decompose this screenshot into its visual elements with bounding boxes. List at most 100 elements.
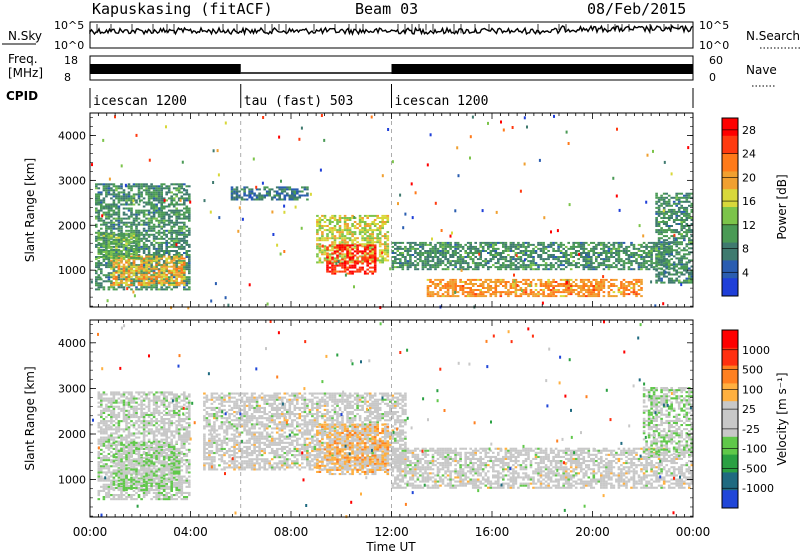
heatmap-cell bbox=[150, 187, 153, 190]
heatmap-cell bbox=[677, 223, 681, 225]
heatmap-cell bbox=[160, 243, 163, 246]
heatmap-cell bbox=[105, 191, 108, 194]
heatmap-cell bbox=[150, 203, 153, 206]
heatmap-cell bbox=[95, 235, 98, 238]
heatmap-cell bbox=[552, 281, 555, 283]
heatmap-cell bbox=[454, 285, 457, 287]
heatmap-cell bbox=[688, 212, 691, 215]
heatmap-cell bbox=[110, 276, 113, 279]
heatmap-cell bbox=[172, 267, 176, 270]
heatmap-cell bbox=[569, 262, 573, 265]
heatmap-cell bbox=[333, 229, 337, 232]
heatmap-cell bbox=[582, 260, 586, 263]
heatmap-cell bbox=[592, 268, 596, 271]
heatmap-cell bbox=[426, 163, 429, 167]
heatmap-cell bbox=[502, 128, 505, 132]
heatmap-cell bbox=[321, 251, 324, 254]
heatmap-cell bbox=[102, 459, 106, 462]
heatmap-cell bbox=[481, 264, 485, 267]
heatmap-cell bbox=[353, 259, 357, 262]
heatmap-cell bbox=[399, 193, 402, 197]
heatmap-cell bbox=[439, 287, 442, 289]
heatmap-cell bbox=[579, 289, 583, 291]
heatmap-cell bbox=[110, 403, 113, 406]
heatmap-cell bbox=[328, 221, 332, 223]
heatmap-cell bbox=[660, 202, 663, 205]
heatmap-cell bbox=[579, 295, 583, 298]
heatmap-cell bbox=[446, 291, 450, 294]
heatmap-cell bbox=[574, 266, 578, 269]
heatmap-cell bbox=[476, 258, 480, 261]
heatmap-cell bbox=[97, 393, 101, 396]
heatmap-cell bbox=[361, 229, 364, 232]
heatmap-cell bbox=[180, 269, 184, 272]
heatmap-cell bbox=[110, 428, 113, 431]
heatmap-cell bbox=[137, 197, 141, 200]
heatmap-cell bbox=[102, 189, 106, 192]
heatmap-cell bbox=[513, 279, 516, 283]
heatmap-cell bbox=[386, 243, 390, 246]
heatmap-cell bbox=[150, 221, 153, 224]
heatmap-cell bbox=[115, 217, 118, 220]
heatmap-cell bbox=[557, 250, 560, 252]
heatmap-cell bbox=[152, 215, 156, 218]
heatmap-cell bbox=[487, 291, 490, 294]
heatmap-cell bbox=[582, 278, 586, 281]
heatmap-cell bbox=[130, 275, 133, 278]
heatmap-cell bbox=[434, 250, 437, 252]
heatmap-cell bbox=[655, 260, 658, 263]
heatmap-cell bbox=[326, 225, 329, 227]
heatmap-cell bbox=[145, 191, 148, 194]
heatmap-cell bbox=[461, 268, 465, 271]
heatmap-cell bbox=[499, 293, 503, 296]
heatmap-cell bbox=[255, 185, 258, 189]
heatmap-cell bbox=[625, 245, 628, 248]
heatmap-cell bbox=[376, 223, 379, 225]
heatmap-cell bbox=[180, 209, 184, 212]
heatmap-cell bbox=[554, 295, 558, 298]
heatmap-cell bbox=[600, 247, 603, 250]
heatmap-cell bbox=[363, 272, 367, 275]
heatmap-cell bbox=[127, 183, 131, 186]
heatmap-cell bbox=[107, 244, 111, 247]
heatmap-cell bbox=[487, 243, 490, 246]
heatmap-cell bbox=[167, 283, 171, 286]
heatmap-cell bbox=[110, 446, 113, 449]
heatmap-cell bbox=[384, 247, 387, 250]
heatmap-cell bbox=[326, 262, 329, 265]
heatmap-cell bbox=[105, 246, 108, 249]
heatmap-cell bbox=[409, 260, 412, 263]
heatmap-cell bbox=[595, 287, 598, 289]
heatmap-cell bbox=[582, 295, 586, 298]
heatmap-cell bbox=[95, 201, 98, 204]
heatmap-cell bbox=[680, 283, 683, 287]
heatmap-cell bbox=[167, 215, 171, 218]
heatmap-cell bbox=[180, 273, 184, 276]
heatmap-cell bbox=[579, 243, 583, 246]
heatmap-cell bbox=[167, 241, 171, 244]
heatmap-cell bbox=[140, 273, 143, 276]
heatmap-cell bbox=[416, 254, 420, 256]
heatmap-cell bbox=[690, 247, 694, 250]
heatmap-cell bbox=[125, 242, 128, 245]
heatmap-cell bbox=[107, 288, 111, 291]
heatmap-cell bbox=[167, 213, 171, 216]
heatmap-cell bbox=[622, 293, 626, 296]
heatmap-cell bbox=[112, 213, 116, 216]
heatmap-cell bbox=[630, 241, 633, 244]
heatmap-cell bbox=[167, 276, 171, 279]
heatmap-cell bbox=[110, 473, 113, 476]
heatmap-cell bbox=[564, 260, 568, 263]
heatmap-cell bbox=[683, 269, 686, 272]
heatmap-cell bbox=[110, 205, 113, 208]
heatmap-cell bbox=[640, 283, 643, 285]
heatmap-cell bbox=[102, 211, 106, 214]
heatmap-cell bbox=[507, 264, 510, 267]
heatmap-cell bbox=[107, 442, 111, 445]
heatmap-cell bbox=[117, 221, 121, 224]
heatmap-cell bbox=[97, 284, 101, 287]
heatmap-cell bbox=[667, 210, 671, 213]
heatmap-cell bbox=[142, 197, 146, 200]
heatmap-cell bbox=[120, 477, 123, 480]
heatmap-cell bbox=[351, 266, 354, 269]
